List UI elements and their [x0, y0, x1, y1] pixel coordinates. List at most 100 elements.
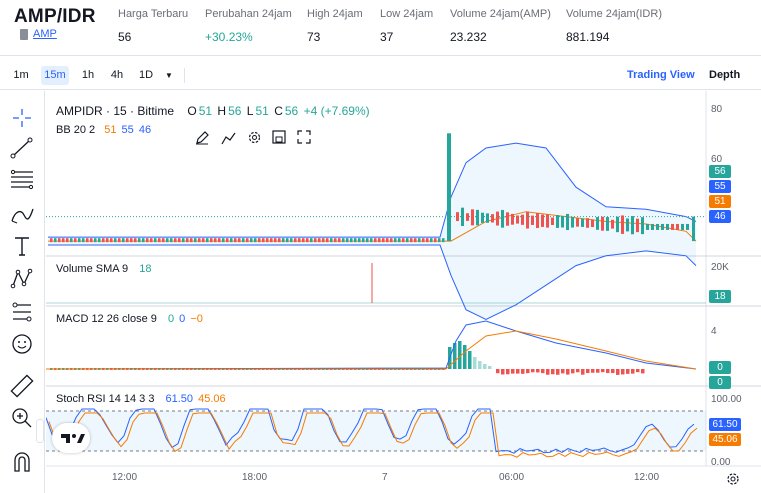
interval-1m[interactable]: 1m: [13, 69, 29, 81]
coin-link[interactable]: AMP: [33, 28, 57, 40]
chart-toolbar: 1m 15m 1h 4h 1D ▼ Trading View Depth: [0, 62, 761, 145]
tradingview-logo-icon: [61, 434, 85, 443]
candle: [214, 238, 217, 243]
candle: [370, 238, 373, 243]
price-tick-80: 80: [711, 104, 723, 115]
candle: [616, 216, 619, 233]
indicators-icon[interactable]: [221, 131, 236, 145]
bb-upper-tag: 55: [709, 180, 731, 193]
candle: [656, 223, 659, 230]
interval-dropdown-icon[interactable]: ▼: [165, 71, 173, 80]
depth-tab[interactable]: Depth: [709, 69, 741, 81]
prediction-icon[interactable]: [9, 299, 35, 325]
candle: [434, 238, 437, 243]
stat-change-24h: Perubahan 24jam +30.23%: [205, 8, 292, 44]
trend-line-icon[interactable]: [9, 135, 35, 161]
stat-volume-amp: Volume 24jam(AMP) 23.232: [450, 8, 551, 44]
pattern-icon[interactable]: [9, 266, 35, 292]
crosshair-icon[interactable]: [9, 105, 35, 131]
interval-1h[interactable]: 1h: [81, 69, 95, 81]
candle: [282, 238, 285, 243]
candle: [430, 238, 433, 243]
trading-view-tab[interactable]: Trading View: [627, 69, 695, 81]
candle: [346, 238, 349, 243]
interval-15m[interactable]: 15m: [41, 66, 69, 85]
candle: [342, 238, 345, 243]
candle: [521, 214, 524, 225]
drawing-toolbar: [0, 91, 45, 493]
candle: [258, 238, 261, 243]
candle: [350, 238, 353, 243]
macd-histogram-bar: [546, 369, 550, 375]
symbol-label: AMPIDR · 15 · Bittime: [56, 104, 175, 118]
candle: [362, 238, 365, 243]
candle: [174, 238, 177, 243]
candle: [326, 238, 329, 243]
macd-histogram-bar: [621, 369, 625, 375]
save-icon[interactable]: [272, 130, 286, 144]
macd-histogram-bar: [506, 369, 510, 375]
candle: [238, 238, 241, 243]
candle: [486, 213, 489, 223]
candle: [202, 238, 205, 243]
bb-basis-value: 51: [104, 124, 117, 136]
candle: [146, 238, 149, 243]
candle: [447, 133, 451, 242]
candle: [166, 238, 169, 243]
chart-settings-gear-icon[interactable]: [726, 472, 740, 486]
collapse-handle[interactable]: [36, 419, 44, 443]
brush-icon[interactable]: [9, 201, 35, 227]
drawing-tools-icon[interactable]: [195, 131, 209, 145]
stat-label: Low 24jam: [380, 8, 434, 20]
fullscreen-icon[interactable]: [297, 130, 311, 144]
candle: [126, 238, 129, 243]
emoji-icon[interactable]: [9, 331, 35, 357]
time-label: 12:00: [634, 472, 660, 483]
zoom-in-icon[interactable]: [9, 405, 35, 431]
macd-histogram-bar: [641, 369, 645, 374]
text-icon[interactable]: [9, 233, 35, 259]
candle: [134, 238, 137, 243]
candle: [398, 238, 401, 243]
volume-tick: 20K: [711, 262, 729, 273]
ruler-icon[interactable]: [9, 373, 35, 399]
candle: [170, 238, 173, 243]
candle: [98, 238, 101, 243]
bb-legend: BB 20 2 51 55 46: [56, 124, 153, 136]
stat-value: 73: [307, 30, 321, 44]
macd-histogram-bar: [483, 364, 487, 369]
candle: [250, 238, 253, 243]
candle: [576, 218, 579, 227]
candle: [218, 238, 221, 243]
candle: [631, 216, 634, 235]
fib-retracement-icon[interactable]: [9, 167, 35, 193]
magnet-icon[interactable]: [9, 449, 35, 475]
settings-gear-icon[interactable]: [247, 130, 262, 145]
time-label: 18:00: [242, 472, 268, 483]
candle: [546, 214, 549, 228]
chart-canvas[interactable]: [46, 91, 761, 493]
bb-label: BB 20 2: [56, 124, 96, 136]
candle: [606, 217, 609, 231]
candle: [422, 238, 425, 243]
stat-volume-idr: Volume 24jam(IDR) 881.194: [566, 8, 662, 44]
price-chart[interactable]: AMPIDR · 15 · Bittime O 51 H 56 L 51 C 56 +4…: [36, 91, 761, 493]
macd-histogram-bar: [591, 369, 595, 373]
interval-1d[interactable]: 1D: [138, 69, 154, 81]
stoch-k-tag: 61.50: [709, 418, 741, 431]
interval-4h[interactable]: 4h: [110, 69, 124, 81]
stoch-rsi-band: [46, 411, 706, 451]
macd-histogram-bar: [521, 369, 525, 374]
candle: [681, 223, 684, 230]
tradingview-logo[interactable]: [52, 423, 90, 453]
candle: [571, 216, 574, 228]
candle: [556, 215, 559, 228]
candle: [501, 209, 504, 228]
candle: [82, 238, 85, 243]
stoch-k-value: 61.50: [165, 393, 194, 405]
candle: [566, 213, 569, 231]
macd-histogram-bar: [631, 369, 635, 374]
candle: [242, 238, 245, 243]
candle: [78, 238, 81, 243]
bb-lower-tag: 46: [709, 210, 731, 223]
